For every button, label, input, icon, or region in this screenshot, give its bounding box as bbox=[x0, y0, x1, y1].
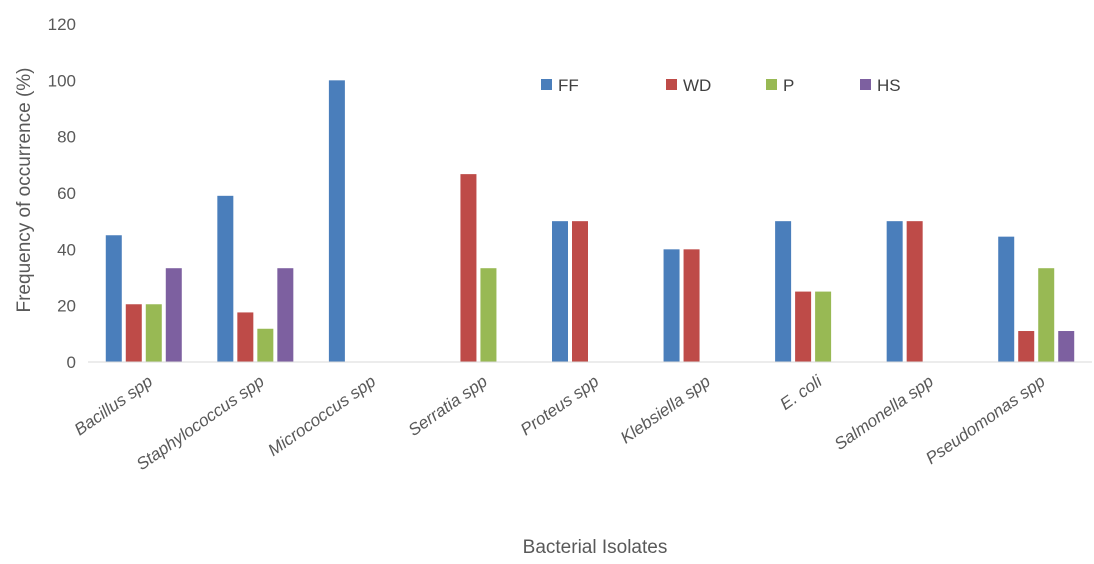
y-tick-label: 20 bbox=[57, 297, 76, 316]
bar-ff bbox=[552, 221, 568, 362]
x-category-label: Proteus spp bbox=[517, 372, 602, 440]
y-tick-label: 100 bbox=[48, 71, 76, 90]
y-axis-ticks: 0 20 40 60 80 100 120 bbox=[48, 15, 76, 372]
y-tick-label: 80 bbox=[57, 128, 76, 147]
legend-swatch-ff bbox=[541, 79, 552, 90]
bar-wd bbox=[683, 249, 700, 362]
x-category-label: Serratia spp bbox=[405, 372, 491, 440]
bar-ff bbox=[775, 221, 792, 362]
x-category-label: Micrococcus spp bbox=[265, 372, 380, 460]
bar-p bbox=[1038, 268, 1055, 362]
bar-ff bbox=[663, 249, 680, 362]
x-category-label: E. coli bbox=[777, 371, 827, 414]
y-tick-label: 120 bbox=[48, 15, 76, 34]
y-tick-label: 60 bbox=[57, 184, 76, 203]
x-category-label: Salmonella spp bbox=[831, 372, 937, 454]
bar-p bbox=[145, 304, 162, 362]
bar-ff bbox=[886, 221, 903, 362]
bar-hs bbox=[165, 268, 182, 362]
bar-wd bbox=[460, 174, 477, 362]
x-axis-title: Bacterial Isolates bbox=[523, 537, 668, 558]
bars bbox=[105, 80, 1075, 362]
legend-swatch-wd bbox=[666, 79, 677, 90]
legend-label-ff: FF bbox=[558, 76, 579, 95]
legend-label-hs: HS bbox=[877, 76, 901, 95]
legend-swatch-p bbox=[766, 79, 777, 90]
legend: FF WD P HS bbox=[541, 76, 901, 95]
y-axis-title: Frequency of occurrence (%) bbox=[14, 68, 35, 313]
bar-hs bbox=[277, 268, 294, 362]
bar-wd bbox=[906, 221, 923, 362]
bar-wd bbox=[572, 221, 588, 362]
bar-wd bbox=[795, 291, 812, 362]
bar-wd bbox=[125, 304, 142, 362]
bar-ff bbox=[998, 236, 1015, 362]
y-tick-label: 0 bbox=[67, 353, 76, 372]
legend-label-wd: WD bbox=[683, 76, 711, 95]
bar-wd bbox=[237, 312, 254, 362]
bar-ff bbox=[217, 195, 234, 362]
x-category-label: Klebsiella spp bbox=[617, 372, 714, 448]
bar-p bbox=[257, 328, 274, 362]
bar-hs bbox=[1058, 331, 1075, 362]
bar-p bbox=[815, 291, 832, 362]
x-category-label: Bacillus spp bbox=[71, 372, 156, 440]
legend-swatch-hs bbox=[860, 79, 871, 90]
legend-label-p: P bbox=[783, 76, 794, 95]
bar-wd bbox=[1018, 331, 1035, 362]
bar-p bbox=[480, 268, 497, 362]
x-category-label: Pseudomonas spp bbox=[922, 372, 1048, 468]
y-tick-label: 40 bbox=[57, 240, 76, 259]
bar-ff bbox=[328, 80, 345, 362]
bar-ff bbox=[105, 235, 122, 362]
